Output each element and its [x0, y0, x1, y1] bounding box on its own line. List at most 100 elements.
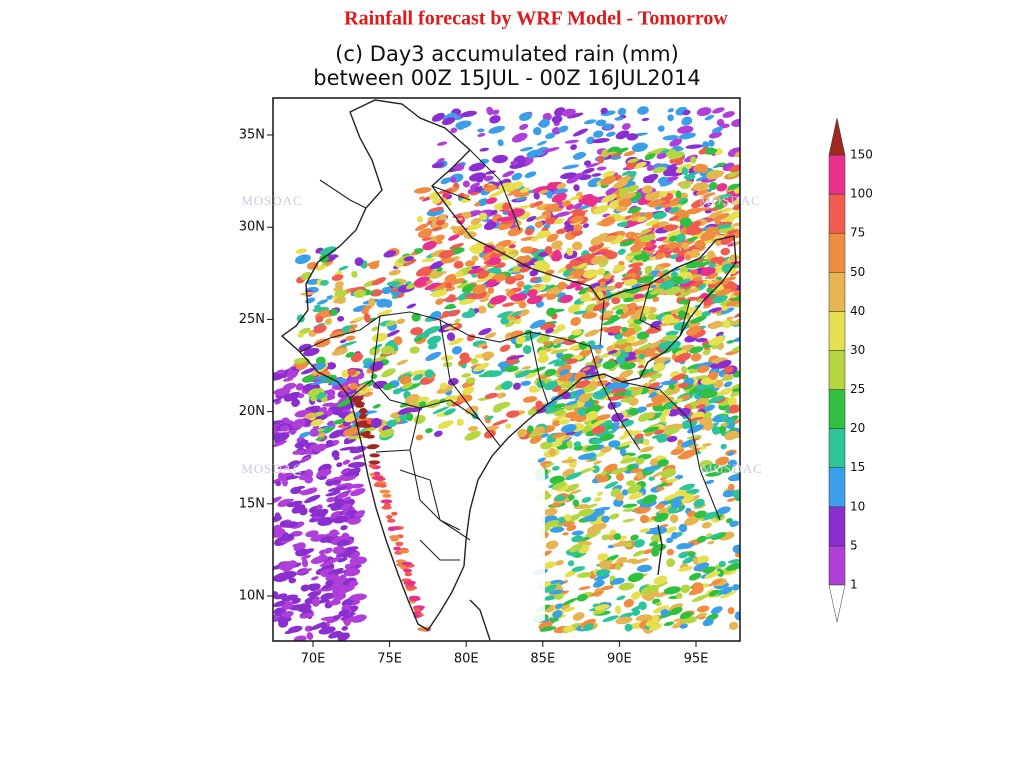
- rain-cell: [584, 119, 597, 125]
- rain-cell: [611, 296, 621, 305]
- rain-cell: [300, 554, 312, 560]
- rain-cell: [594, 497, 602, 502]
- rain-cell: [371, 326, 380, 332]
- rain-cell: [352, 454, 365, 460]
- rain-cell: [596, 166, 607, 171]
- rain-cell: [372, 344, 383, 350]
- rain-cell: [291, 398, 301, 407]
- rain-cell: [727, 607, 735, 615]
- colorbar-segment: [828, 350, 846, 390]
- rain-cell: [688, 387, 700, 395]
- rain-cell: [628, 492, 643, 500]
- rain-field: [273, 106, 740, 641]
- rain-cell: [414, 337, 423, 342]
- rain-cell: [607, 395, 624, 401]
- rain-cell: [481, 351, 495, 360]
- rain-cell: [501, 302, 515, 307]
- rain-cell: [371, 356, 387, 362]
- rain-cell: [674, 352, 692, 363]
- rain-cell: [492, 154, 508, 164]
- rain-cell: [585, 404, 601, 415]
- rain-cell: [555, 211, 571, 217]
- rain-cell: [698, 387, 712, 396]
- rain-cell: [653, 357, 672, 362]
- rain-cell: [406, 303, 417, 309]
- rain-cell: [396, 359, 408, 366]
- rain-cell: [702, 566, 716, 574]
- rain-cell: [273, 420, 285, 425]
- rain-cell: [546, 190, 553, 199]
- rain-cell: [313, 324, 327, 334]
- rain-cell: [431, 112, 445, 122]
- rain-cell: [343, 567, 361, 577]
- rain-cell: [571, 241, 583, 251]
- rain-cell: [648, 378, 656, 383]
- rain-cell: [556, 324, 566, 332]
- rain-cell: [317, 299, 329, 305]
- rain-cell: [663, 586, 681, 595]
- rain-cell: [546, 307, 557, 317]
- rain-cell: [678, 523, 688, 533]
- rain-cell: [548, 447, 556, 457]
- rain-cell: [608, 388, 627, 394]
- rain-cell: [427, 342, 438, 350]
- colorbar-label: 75: [850, 226, 865, 240]
- rain-cell: [709, 320, 723, 330]
- rain-cell: [479, 147, 490, 152]
- rain-cell: [306, 632, 314, 640]
- rain-cell: [388, 269, 401, 276]
- rain-cell: [416, 216, 424, 223]
- rain-cell: [344, 414, 357, 423]
- rain-cell: [347, 435, 360, 440]
- rain-cell: [676, 592, 683, 599]
- rain-cell: [281, 594, 298, 602]
- rain-cell: [600, 446, 612, 453]
- rain-cell: [391, 511, 398, 516]
- rain-cell: [612, 382, 630, 391]
- rain-cell: [685, 144, 703, 149]
- rain-cell: [282, 533, 295, 541]
- rain-cell: [445, 303, 455, 308]
- rain-cell: [485, 370, 503, 378]
- rain-cell: [475, 177, 484, 183]
- rain-cell: [372, 403, 381, 409]
- rain-cell: [728, 483, 735, 491]
- rain-cell: [705, 471, 722, 477]
- rain-cell: [273, 496, 282, 504]
- rain-cell: [529, 319, 546, 329]
- rain-cell: [648, 341, 662, 349]
- rain-cell: [591, 425, 606, 435]
- rain-cell: [572, 612, 585, 621]
- rain-cell: [429, 271, 447, 277]
- rain-cell: [397, 407, 414, 415]
- rain-cell: [465, 377, 476, 384]
- rain-cell: [671, 498, 682, 509]
- rain-cell: [630, 534, 639, 541]
- rain-cell: [298, 489, 314, 495]
- rain-cell: [594, 604, 610, 611]
- rain-cell: [351, 270, 358, 278]
- rain-cell: [569, 543, 583, 553]
- rain-cell: [305, 405, 321, 412]
- rain-cell: [601, 560, 612, 570]
- rain-cell: [726, 340, 735, 344]
- rain-cell: [708, 139, 715, 147]
- rain-cell: [620, 418, 629, 423]
- rain-cell: [443, 408, 456, 416]
- rain-cell: [371, 333, 388, 343]
- rain-cell: [571, 566, 586, 572]
- rain-cell: [702, 618, 714, 627]
- rain-cell: [456, 121, 466, 130]
- rain-cell: [458, 298, 475, 305]
- rain-cell: [578, 287, 591, 295]
- rain-cell: [440, 355, 454, 361]
- rain-cell: [524, 372, 538, 379]
- rain-cell: [505, 423, 512, 429]
- rain-cell: [550, 617, 560, 622]
- rain-cell: [485, 332, 497, 339]
- rain-cell: [641, 117, 650, 122]
- rain-cell: [608, 440, 621, 448]
- rain-cell: [518, 112, 532, 121]
- watermark: MOSDAC: [241, 193, 303, 208]
- rain-cell: [612, 543, 621, 548]
